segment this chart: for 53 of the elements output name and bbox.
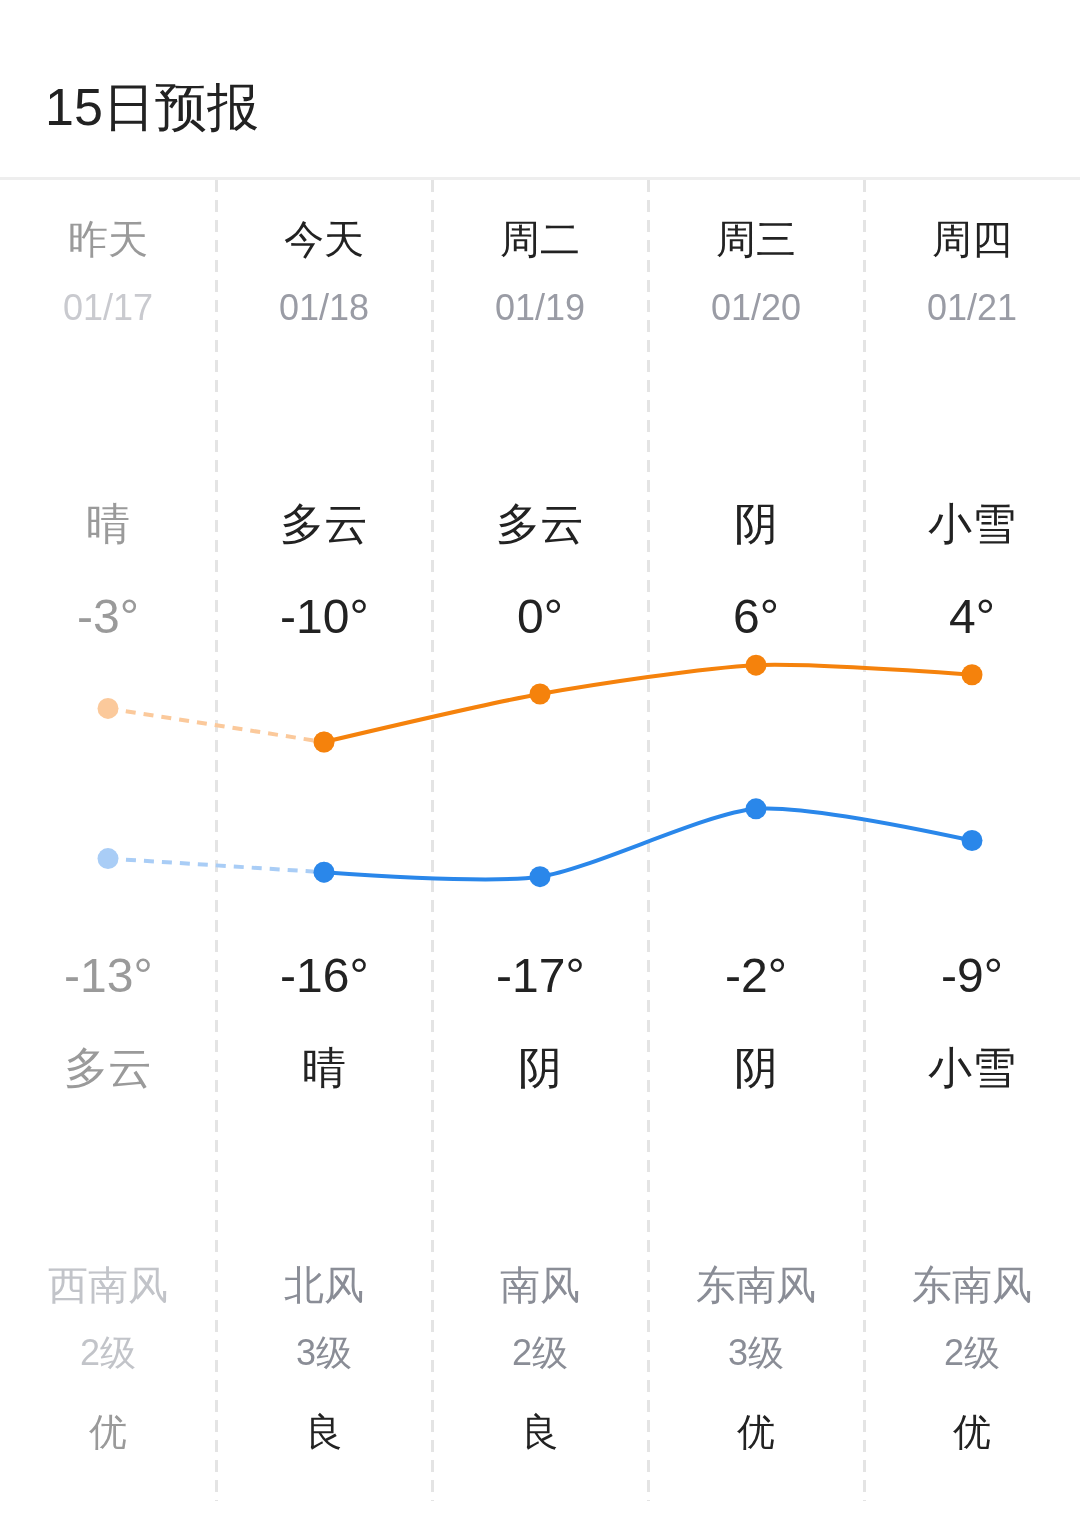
data-label: 0° xyxy=(517,590,563,643)
annotation: 良 xyxy=(521,1411,559,1453)
annotation: 北风 xyxy=(284,1263,364,1307)
data-label: -9° xyxy=(941,949,1003,1002)
annotation: 多云 xyxy=(280,499,368,548)
data-label: 4° xyxy=(949,590,995,643)
x-tick-label: 周二 xyxy=(500,217,580,261)
point xyxy=(961,830,983,851)
data-label: -3° xyxy=(77,590,139,643)
annotation: 01/20 xyxy=(711,287,802,328)
data-label: -2° xyxy=(725,949,787,1002)
data-label: -13° xyxy=(64,949,153,1002)
point xyxy=(745,654,767,676)
annotation: 3级 xyxy=(296,1332,353,1373)
annotation: 01/21 xyxy=(927,287,1018,328)
annotation: 良 xyxy=(305,1411,343,1453)
annotation: 小雪 xyxy=(928,1043,1016,1092)
data-label: -10° xyxy=(280,590,369,643)
x-tick-label: 周三 xyxy=(716,217,796,261)
x-tick-label: 周四 xyxy=(932,217,1012,261)
annotation: 南风 xyxy=(500,1263,580,1307)
data-label: -16° xyxy=(280,949,369,1002)
annotation: 东南风 xyxy=(912,1263,1032,1307)
annotation: 阴 xyxy=(734,499,778,548)
point xyxy=(529,683,551,705)
annotation: 西南风 xyxy=(48,1263,168,1307)
annotation: 2级 xyxy=(80,1332,137,1373)
annotation: 01/18 xyxy=(279,287,370,328)
annotation: 01/19 xyxy=(495,287,586,328)
point xyxy=(745,798,767,820)
annotation: 2级 xyxy=(512,1332,569,1373)
point xyxy=(529,866,551,888)
annotation: 3级 xyxy=(728,1332,785,1373)
x-tick-label: 今天 xyxy=(284,217,364,261)
annotation: 优 xyxy=(89,1411,127,1453)
annotation: 阴 xyxy=(734,1043,778,1092)
x-tick-label: 昨天 xyxy=(68,217,148,261)
point xyxy=(97,697,119,719)
annotation: 多云 xyxy=(64,1043,152,1092)
annotation: 优 xyxy=(953,1411,991,1453)
annotation: 多云 xyxy=(496,499,584,548)
data-label: 6° xyxy=(733,590,779,643)
annotation: 优 xyxy=(737,1411,775,1453)
chart-title: 15日预报 xyxy=(45,78,259,137)
point xyxy=(97,848,119,870)
annotation: 晴 xyxy=(86,499,130,548)
annotation: 2级 xyxy=(944,1332,1001,1373)
annotation: 小雪 xyxy=(928,499,1016,548)
point xyxy=(961,664,983,686)
annotation: 阴 xyxy=(518,1043,562,1092)
data-label: -17° xyxy=(496,949,585,1002)
annotation: 晴 xyxy=(302,1043,346,1092)
annotation: 东南风 xyxy=(696,1263,816,1307)
